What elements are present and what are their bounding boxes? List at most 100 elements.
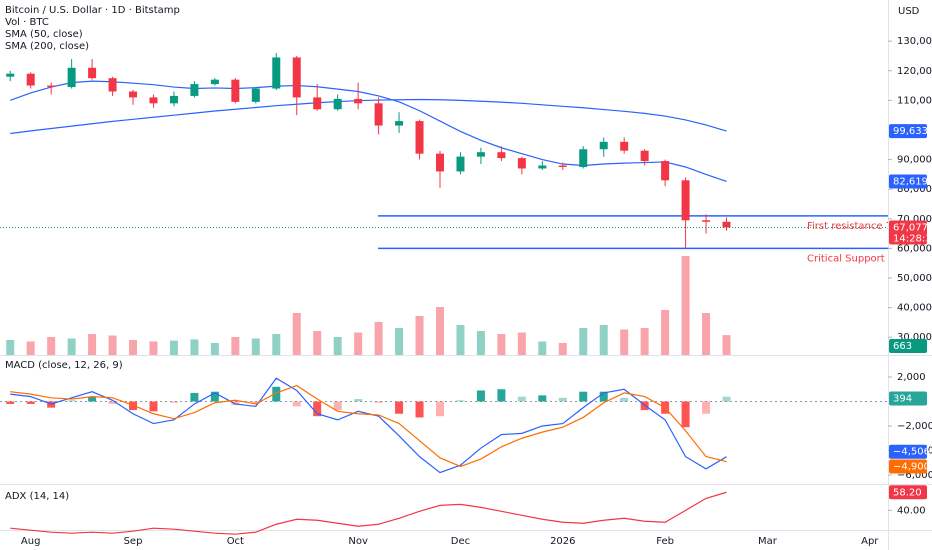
price-tag-label: −4,900	[893, 462, 930, 473]
y-tick-label: 30,000	[897, 332, 932, 343]
volume-bar	[640, 328, 649, 355]
time-label: Dec	[451, 536, 470, 547]
volume-bar	[88, 334, 97, 355]
macd-histogram-bar	[517, 396, 526, 402]
price-tag	[889, 444, 927, 459]
price-tag	[889, 459, 927, 474]
macd-histogram-bar	[436, 401, 444, 417]
candle-body	[579, 149, 588, 167]
candle-body	[599, 141, 608, 150]
volume-bar	[108, 335, 117, 355]
y-tick-label: 40,000	[897, 303, 932, 314]
sma50-legend: SMA (50, close)	[5, 29, 83, 40]
candle-body	[722, 221, 731, 228]
macd-histogram-bar	[6, 401, 15, 404]
volume-bar	[292, 313, 301, 355]
price-tag-label: 82,619	[893, 176, 928, 187]
y-tick-label: −2,000	[897, 421, 932, 432]
volume-bar	[681, 256, 690, 355]
macd-histogram-bar	[395, 401, 404, 414]
price-tag-label: 67,077	[893, 222, 928, 233]
candle-body	[272, 57, 281, 89]
macd-histogram-bar	[456, 400, 465, 402]
price-tag	[889, 220, 927, 245]
macd-histogram-bar	[251, 401, 260, 404]
candle-body	[456, 156, 465, 172]
candle-body	[620, 141, 629, 151]
sma-line	[10, 80, 727, 183]
macd-histogram-bar	[681, 401, 690, 428]
candle-body	[190, 84, 199, 96]
volume-bar	[620, 329, 629, 355]
y-tick-label: 40.00	[897, 505, 926, 516]
y-tick-label: 50,000	[897, 273, 932, 284]
volume-bar	[661, 310, 670, 355]
time-label: Apr	[861, 536, 879, 547]
candle-body	[476, 152, 485, 157]
time-label: 2026	[550, 536, 575, 547]
price-tag	[889, 391, 927, 406]
volume-bar	[67, 338, 76, 355]
candle-body	[395, 121, 404, 126]
candle-body	[47, 85, 56, 88]
volume-bar	[333, 337, 342, 355]
time-label: Mar	[758, 536, 778, 547]
volume-bar	[497, 334, 506, 355]
time-label: Aug	[21, 536, 41, 547]
macd-histogram-bar	[149, 401, 158, 412]
symbol-title: Bitcoin / U.S. Dollar · 1D · Bitstamp	[5, 5, 180, 16]
volume-bar	[210, 343, 219, 355]
volume-bar	[538, 341, 547, 355]
candle-body	[702, 220, 711, 222]
volume-bar	[599, 325, 608, 355]
macd-histogram-bar	[333, 401, 342, 411]
y-tick-label: 80,000	[897, 184, 932, 195]
y-tick-label: 60,000	[897, 243, 932, 254]
macd-histogram-bar	[292, 401, 301, 407]
y-tick-label: 90,000	[897, 155, 932, 166]
volume-bar	[579, 328, 588, 355]
candle-body	[333, 98, 342, 110]
volume-bar	[702, 313, 711, 355]
candle-body	[251, 88, 260, 102]
volume-bar	[6, 340, 15, 355]
candle-body	[169, 95, 178, 104]
macd-histogram-bar	[558, 397, 567, 402]
macd-histogram-bar	[190, 392, 199, 402]
countdown: 14:28:31	[893, 233, 932, 244]
volume-bar	[231, 337, 240, 355]
macd-histogram-bar	[67, 400, 76, 402]
price-tag-label: 99,633	[893, 126, 928, 137]
y-tick-label: 110,000	[897, 95, 932, 106]
volume-bar	[313, 331, 322, 355]
y-tick-label: 70,000	[897, 214, 932, 225]
volume-bar	[129, 340, 138, 355]
volume-bar	[558, 343, 567, 355]
volume-bar	[169, 340, 178, 355]
level-label: Critical Support 60.00	[807, 253, 917, 264]
time-label: Feb	[656, 536, 674, 547]
time-label: Nov	[348, 536, 368, 547]
candle-body	[149, 97, 158, 104]
candle-body	[497, 152, 506, 159]
macd-histogram-bar	[579, 391, 588, 402]
macd-histogram-bar	[497, 389, 506, 402]
macd-histogram-bar	[313, 401, 322, 417]
price-tag	[889, 124, 927, 139]
macd-histogram-bar	[26, 401, 35, 404]
price-tag-label: −4,506	[893, 447, 930, 458]
macd-histogram-bar	[374, 401, 383, 403]
adx-legend: ADX (14, 14)	[5, 491, 69, 502]
price-tag	[889, 485, 927, 500]
macd-histogram-bar	[722, 396, 731, 402]
price-tag-label: 58.20	[893, 487, 922, 498]
volume-legend: Vol · BTC	[5, 17, 49, 28]
volume-bar	[415, 316, 424, 355]
volume-bar	[149, 341, 158, 355]
macd-histogram-bar	[272, 386, 281, 402]
macd-line	[10, 384, 727, 468]
volume-bar	[374, 322, 383, 355]
candle-body	[436, 153, 444, 172]
volume-bar	[476, 331, 485, 355]
